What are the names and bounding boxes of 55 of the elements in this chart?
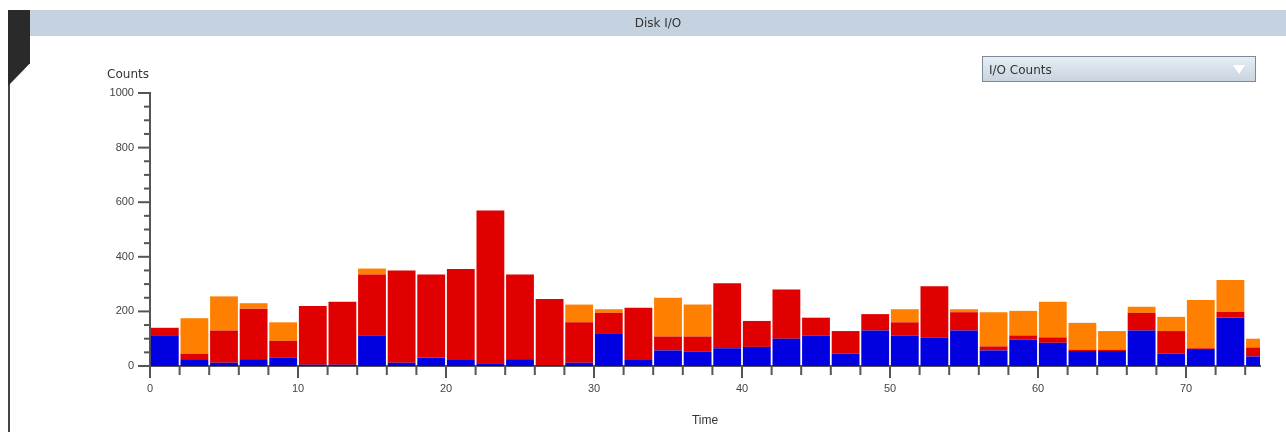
x-tick-label: 50 bbox=[883, 381, 897, 394]
y-tick-label: 0 bbox=[127, 359, 134, 372]
bar bbox=[150, 327, 179, 336]
bar bbox=[654, 350, 682, 366]
bar bbox=[1098, 350, 1126, 366]
x-tick-label: 0 bbox=[146, 381, 154, 394]
bar bbox=[1216, 311, 1245, 318]
bar bbox=[269, 322, 298, 341]
bar bbox=[890, 309, 919, 323]
bar bbox=[594, 309, 623, 313]
bar bbox=[210, 362, 238, 366]
bar bbox=[950, 309, 978, 313]
bar bbox=[358, 335, 386, 366]
bar bbox=[950, 312, 978, 331]
bar bbox=[1038, 337, 1067, 343]
bar bbox=[1098, 331, 1126, 350]
bar bbox=[802, 335, 830, 366]
dropdown: I/O Counts bbox=[982, 56, 1256, 82]
x-axis-title: Time bbox=[691, 413, 719, 428]
bar bbox=[210, 330, 238, 363]
bar bbox=[1127, 312, 1156, 331]
chart-title: Disk I/O bbox=[30, 10, 1286, 36]
bar bbox=[802, 317, 830, 336]
bar bbox=[1157, 316, 1186, 332]
bar bbox=[950, 330, 978, 366]
bar bbox=[861, 314, 890, 331]
bar bbox=[565, 304, 594, 323]
bar bbox=[1127, 306, 1156, 313]
bar bbox=[1157, 331, 1186, 354]
x-tick-label: 10 bbox=[291, 381, 305, 394]
bar bbox=[654, 297, 682, 337]
bar bbox=[358, 268, 386, 275]
y-tick-label: 800 bbox=[115, 140, 134, 153]
x-tick-label: 20 bbox=[439, 381, 453, 394]
bar bbox=[831, 331, 860, 354]
bar bbox=[1009, 335, 1038, 340]
y-tick-label: 1000 bbox=[109, 86, 134, 99]
bar bbox=[239, 303, 268, 309]
y-tick-label: 200 bbox=[115, 304, 134, 317]
bar bbox=[506, 359, 534, 366]
bar bbox=[683, 304, 712, 337]
y-tick-label: 400 bbox=[115, 249, 134, 262]
x-tick-label: 40 bbox=[735, 381, 749, 394]
bar bbox=[180, 318, 209, 354]
y-axis-title: Counts bbox=[107, 67, 149, 82]
x-tick-label: 30 bbox=[587, 381, 601, 394]
x-tick-label: 60 bbox=[1031, 381, 1045, 394]
bar bbox=[979, 346, 1008, 351]
bar bbox=[358, 274, 386, 336]
bar bbox=[654, 336, 682, 351]
bar bbox=[180, 353, 209, 360]
bar bbox=[506, 274, 534, 360]
y-tick-label: 600 bbox=[115, 195, 134, 208]
bar bbox=[210, 296, 238, 331]
x-tick-label: 70 bbox=[1179, 381, 1193, 394]
